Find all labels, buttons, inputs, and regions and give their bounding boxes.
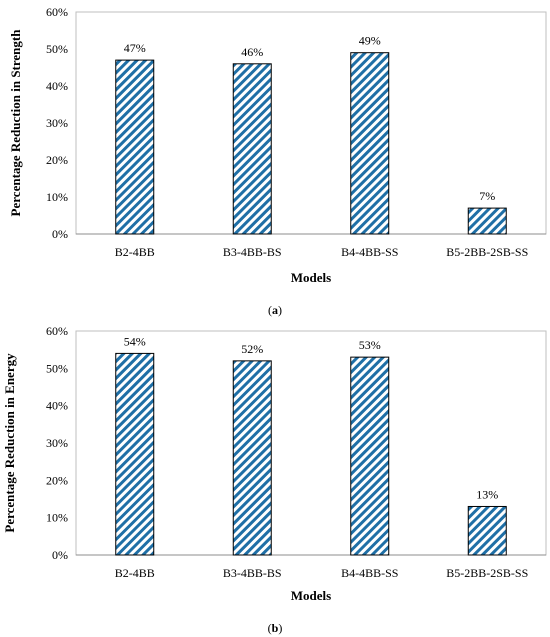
y-tick-label: 20% (46, 153, 68, 167)
y-tick-label: 50% (46, 42, 68, 56)
x-tick-label: B2-4BB (115, 245, 155, 259)
bar-b4-4bb-ss (350, 52, 390, 235)
data-label: 47% (124, 41, 146, 55)
y-tick-label: 30% (46, 116, 68, 130)
x-tick-label: B5-2BB-2SB-SS (446, 245, 528, 259)
x-tick-label: B4-4BB-SS (341, 245, 398, 259)
panel-caption: (a) (268, 303, 282, 317)
data-label: 13% (476, 487, 498, 501)
y-axis-title: Percentage Reduction in Strength (8, 29, 23, 217)
y-tick-label: 30% (46, 436, 68, 450)
bar-b2-4bb (115, 352, 155, 556)
x-tick-label: B5-2BB-2SB-SS (446, 566, 528, 580)
y-axis-title: Percentage Reduction in Energy (2, 353, 17, 533)
y-tick-label: 60% (46, 324, 68, 338)
y-tick-label: 0% (52, 227, 68, 241)
y-tick-label: 50% (46, 361, 68, 375)
bar-b2-4bb (115, 59, 155, 235)
y-tick-label: 10% (46, 511, 68, 525)
caption-open: ( (268, 303, 272, 317)
x-tick-label: B3-4BB-BS (223, 245, 282, 259)
x-tick-label: B3-4BB-BS (223, 566, 282, 580)
bar-b5-2bb-2sb-ss (467, 505, 507, 556)
panel-caption: (b) (268, 621, 283, 635)
data-label: 54% (124, 334, 146, 348)
data-label: 49% (359, 34, 381, 48)
data-label: 53% (359, 338, 381, 352)
caption-close: ) (278, 621, 282, 635)
caption-letter: a (272, 303, 278, 317)
y-tick-label: 0% (52, 548, 68, 562)
y-tick-label: 20% (46, 473, 68, 487)
y-tick-label: 40% (46, 399, 68, 413)
y-tick-label: 10% (46, 190, 68, 204)
y-tick-label: 40% (46, 79, 68, 93)
bar-b3-4bb-bs (232, 360, 272, 556)
y-tick-label: 60% (46, 5, 68, 19)
x-axis-title: Models (291, 270, 331, 285)
bar-b3-4bb-bs (232, 63, 272, 235)
bar-b5-2bb-2sb-ss (467, 207, 507, 235)
x-tick-label: B2-4BB (115, 566, 155, 580)
chart-strength: 0% 10% 20% 30% 40% 50% 60% 47% B2-4BB 46% B3-4BB-B… (8, 5, 547, 317)
caption-close: ) (278, 303, 282, 317)
chart-energy: 0% 10% 20% 30% 40% 50% 60% 54% B2-4BB 52% B3-4BB-B… (2, 324, 547, 635)
data-label: 7% (479, 189, 495, 203)
x-tick-label: B4-4BB-SS (341, 566, 398, 580)
caption-open: ( (268, 621, 272, 635)
x-axis-title: Models (291, 588, 331, 603)
data-label: 46% (241, 45, 263, 59)
caption-letter: b (272, 621, 279, 635)
data-label: 52% (241, 342, 263, 356)
bar-b4-4bb-ss (350, 356, 390, 556)
